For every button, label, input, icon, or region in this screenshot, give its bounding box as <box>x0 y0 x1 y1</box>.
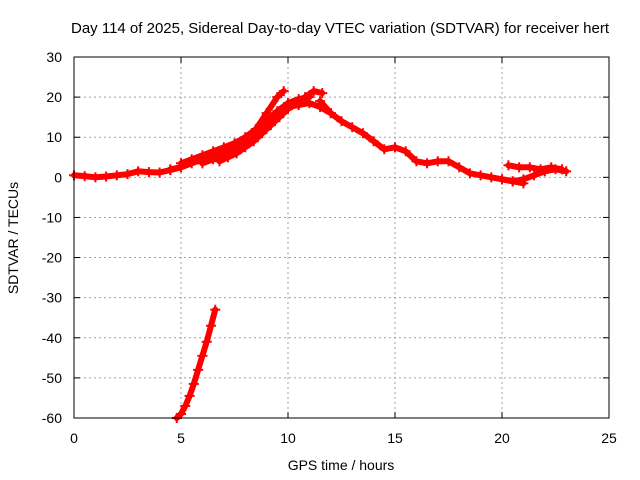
data-point <box>272 92 283 103</box>
data-point <box>315 96 326 107</box>
data-point <box>208 146 219 157</box>
data-point <box>197 150 208 161</box>
x-tick-label: 15 <box>387 430 403 446</box>
data-point <box>546 162 557 173</box>
data-point <box>535 164 546 175</box>
x-tick-label: 0 <box>70 430 78 446</box>
data-point <box>514 162 525 173</box>
y-tick-label: -40 <box>42 330 62 346</box>
data-point <box>304 98 315 109</box>
data-point <box>261 116 272 127</box>
y-axis-label: SDTVAR / TECUs <box>5 182 21 294</box>
x-tick-label: 20 <box>494 430 510 446</box>
data-point <box>176 408 186 419</box>
y-tick-label: 0 <box>54 169 62 185</box>
data-point <box>497 174 507 185</box>
data-point <box>101 171 112 182</box>
data-point <box>357 128 368 139</box>
data-point <box>325 108 336 119</box>
x-tick-label: 10 <box>280 430 296 446</box>
data-point <box>411 156 422 167</box>
y-tick-label: 10 <box>46 129 62 145</box>
data-point <box>208 154 219 165</box>
data-point <box>143 167 154 178</box>
data-point <box>188 378 199 389</box>
data-point <box>347 122 358 133</box>
data-point <box>283 104 293 115</box>
data-point <box>176 158 186 169</box>
data-point <box>257 128 268 139</box>
data-point <box>248 136 259 147</box>
data-point <box>90 172 101 183</box>
data-point <box>291 98 302 109</box>
y-tick-label: 20 <box>46 89 62 105</box>
y-tick-label: -30 <box>42 290 62 306</box>
data-point <box>368 136 379 147</box>
data-point <box>556 164 567 175</box>
data-point <box>464 168 475 179</box>
data-point <box>507 176 518 187</box>
data-point <box>197 350 208 361</box>
data-point <box>223 152 234 163</box>
data-point <box>193 364 204 375</box>
data-point <box>218 142 229 153</box>
data-point <box>278 86 289 97</box>
data-point <box>454 162 465 173</box>
x-tick-label: 5 <box>177 430 185 446</box>
plot-area <box>69 86 572 423</box>
series-line-afternoon-decay <box>317 98 527 187</box>
x-axis-label: GPS time / hours <box>288 457 395 473</box>
data-point <box>133 166 144 177</box>
data-point <box>443 156 454 167</box>
data-point <box>165 164 176 175</box>
data-point <box>422 158 433 169</box>
y-tick-label: -20 <box>42 250 62 266</box>
y-tick-label: 30 <box>46 49 62 65</box>
data-point <box>524 162 535 173</box>
data-point <box>274 112 285 123</box>
data-point <box>154 167 165 178</box>
data-point <box>400 146 411 157</box>
data-point <box>240 142 251 153</box>
grid <box>74 57 609 418</box>
data-point <box>201 336 212 347</box>
data-point <box>180 400 191 411</box>
data-point <box>317 88 328 99</box>
plot-frame <box>73 56 610 419</box>
y-tick-label: -60 <box>42 410 62 426</box>
data-point <box>475 170 486 181</box>
data-point <box>197 158 208 169</box>
data-point <box>210 304 221 315</box>
x-tick-label: 25 <box>601 430 617 446</box>
data-point <box>336 116 347 127</box>
data-point <box>111 170 122 181</box>
data-point <box>186 154 197 165</box>
data-point <box>261 108 272 119</box>
y-tick-label: -50 <box>42 370 62 386</box>
data-point <box>184 390 195 401</box>
series-line-descending-track <box>173 306 219 421</box>
data-point <box>486 172 497 183</box>
data-point <box>79 171 90 182</box>
y-tick-label: -10 <box>42 209 62 225</box>
data-point <box>518 174 529 185</box>
data-point <box>231 148 242 159</box>
data-point <box>308 86 319 97</box>
data-point <box>432 156 443 167</box>
data-point <box>250 126 261 137</box>
data-point <box>529 170 540 181</box>
data-point <box>265 120 276 131</box>
data-point <box>300 92 311 103</box>
data-point <box>503 160 514 171</box>
data-point <box>379 144 390 155</box>
data-point <box>214 156 225 167</box>
data-point <box>205 320 216 331</box>
data-point <box>390 142 400 153</box>
data-point <box>122 169 133 180</box>
chart-title: Day 114 of 2025, Sidereal Day-to-day VTE… <box>71 20 610 37</box>
